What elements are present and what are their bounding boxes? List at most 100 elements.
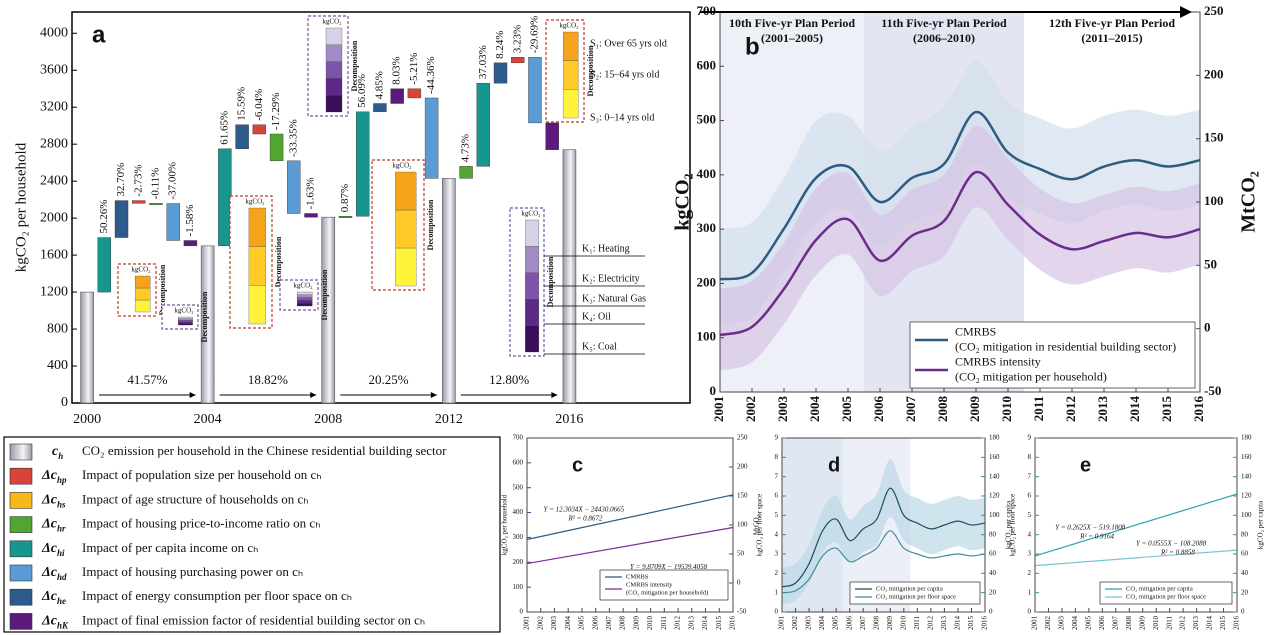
y-tick-label: 5 — [1028, 511, 1032, 519]
x-tick-label: 2016 — [555, 412, 583, 427]
x-tick-label: 2003 — [805, 616, 813, 631]
x-tick-label: 2003 — [550, 616, 558, 631]
y2-axis-title: kgCO₂ per capita — [1257, 500, 1265, 549]
y-tick-label: 0 — [520, 608, 524, 616]
legend-box — [599, 569, 729, 601]
legend-swatch — [9, 467, 33, 485]
x-tick-label: 2002 — [536, 616, 544, 631]
legend-swatch — [9, 516, 33, 533]
x-tick-label: 2004 — [194, 412, 222, 427]
legend-label: CO₂ mitigation per capita — [1126, 585, 1193, 592]
x-tick-label: 2013 — [687, 616, 695, 631]
y-tick-label: 9 — [1028, 434, 1032, 442]
energy-label: K₄: Oil — [582, 311, 611, 322]
x-tick-label: 2001 — [711, 396, 726, 422]
plot-frame — [781, 437, 986, 613]
period-label: 12th Five-yr Plan Period — [1049, 16, 1175, 30]
inset-unit: kgCO₂ — [521, 210, 541, 218]
inset-seg — [134, 275, 151, 289]
legend-text: Impact of energy consumption per floor s… — [82, 588, 352, 603]
x-tick-label: 2014 — [1206, 616, 1214, 631]
x-tick-label: 2007 — [1111, 616, 1119, 631]
legend-symbol: Δchd — [41, 565, 67, 582]
y2-tick-label: 80 — [1241, 530, 1249, 538]
x-tick-label: 2000 — [73, 412, 101, 427]
inset-seg — [178, 321, 193, 324]
inset-seg — [525, 272, 540, 300]
panel-label: a — [92, 21, 106, 48]
x-tick-label: 2005 — [578, 616, 586, 631]
legend-box — [909, 321, 1196, 389]
age-label: S₃: 0–14 yrs old — [590, 112, 654, 123]
effect-label: 32.70% — [115, 163, 127, 197]
y2-tick-label: 120 — [989, 492, 1000, 500]
y2-tick-label: -50 — [1204, 383, 1221, 398]
y-axis-title: kgCO₂ per floor space — [756, 494, 764, 557]
x-tick-label: 2002 — [743, 396, 758, 422]
y2-tick-label: -50 — [737, 608, 747, 616]
legend-symbol: ΔchK — [41, 614, 69, 631]
inset-title: Decomposition — [320, 269, 329, 320]
age-label: S₁: Over 65 yrs old — [590, 38, 667, 49]
inset-seg — [325, 44, 343, 62]
x-tick-label: 2015 — [1159, 396, 1174, 423]
y-axis-title: kgCO₂ per household — [13, 142, 29, 272]
plot-frame — [71, 11, 691, 404]
inset-seg — [248, 246, 266, 286]
x-tick-label: 2008 — [872, 616, 880, 631]
x-tick-label: 2006 — [871, 396, 886, 423]
y2-tick-label: 40 — [1241, 569, 1249, 577]
y2-tick-label: 200 — [737, 463, 748, 471]
inset-unit: kgCO₂ — [293, 282, 313, 290]
period-years: (2011–2015) — [1081, 31, 1142, 45]
effect-bar — [304, 213, 318, 218]
effect-bar — [97, 237, 111, 293]
legend-label: CO₂ mitigation per floor space — [1126, 593, 1206, 600]
base-bar — [442, 178, 456, 404]
y-tick-label: 1 — [775, 588, 779, 596]
effect-label: 3.23% — [511, 25, 523, 53]
legend-box — [1099, 581, 1233, 605]
y2-tick-label: 160 — [989, 453, 1000, 461]
y2-tick-label: 20 — [1241, 588, 1249, 596]
y2-tick-label: 250 — [1204, 3, 1224, 18]
inset-title: Decomposition — [274, 236, 283, 287]
effect-bar — [493, 62, 508, 84]
inset-seg — [325, 95, 343, 113]
y-tick-label: 200 — [513, 558, 524, 566]
legend-text: Impact of housing purchasing power on cₕ — [82, 564, 303, 579]
y-tick-label: 7 — [1028, 472, 1032, 480]
series-line — [1034, 549, 1238, 567]
x-tick-label: 2006 — [591, 616, 599, 631]
effect-label: 4.85% — [373, 71, 385, 99]
x-tick-label: 2001 — [778, 616, 786, 631]
legend-text: Impact of final emission factor of resid… — [82, 612, 425, 627]
y-axis-title: kgCO₂ — [672, 173, 694, 230]
x-tick-label: 2011 — [1031, 396, 1046, 421]
inset-title: Decomposition — [158, 264, 167, 315]
effect-bar — [511, 57, 525, 64]
x-tick-label: 2009 — [632, 616, 640, 631]
legend-label: CO₂ mitigation per capita — [876, 585, 943, 592]
y2-tick-label: 100 — [1241, 511, 1252, 519]
inset-seg — [296, 300, 313, 304]
effect-bar — [459, 166, 473, 179]
legend-label: CO₂ mitigation per floor space — [876, 593, 956, 600]
effect-bar — [114, 200, 129, 238]
y-tick-label: 0 — [710, 383, 717, 398]
effect-bar — [476, 82, 490, 167]
y2-tick-label: 140 — [989, 472, 1000, 480]
inset-seg — [325, 61, 343, 79]
inset-seg — [296, 291, 313, 295]
y2-tick-label: 50 — [737, 550, 745, 558]
panel-label: b — [745, 33, 760, 60]
symbol: Δc — [41, 565, 58, 580]
series-line — [719, 110, 1201, 281]
y2-tick-label: 40 — [989, 569, 997, 577]
inset-unit: kgCO₂ — [131, 266, 151, 274]
inset-seg — [178, 318, 193, 321]
x-tick-label: 2015 — [967, 616, 975, 631]
effect-label: -6.04% — [253, 89, 265, 121]
x-tick-label: 2012 — [926, 616, 934, 631]
